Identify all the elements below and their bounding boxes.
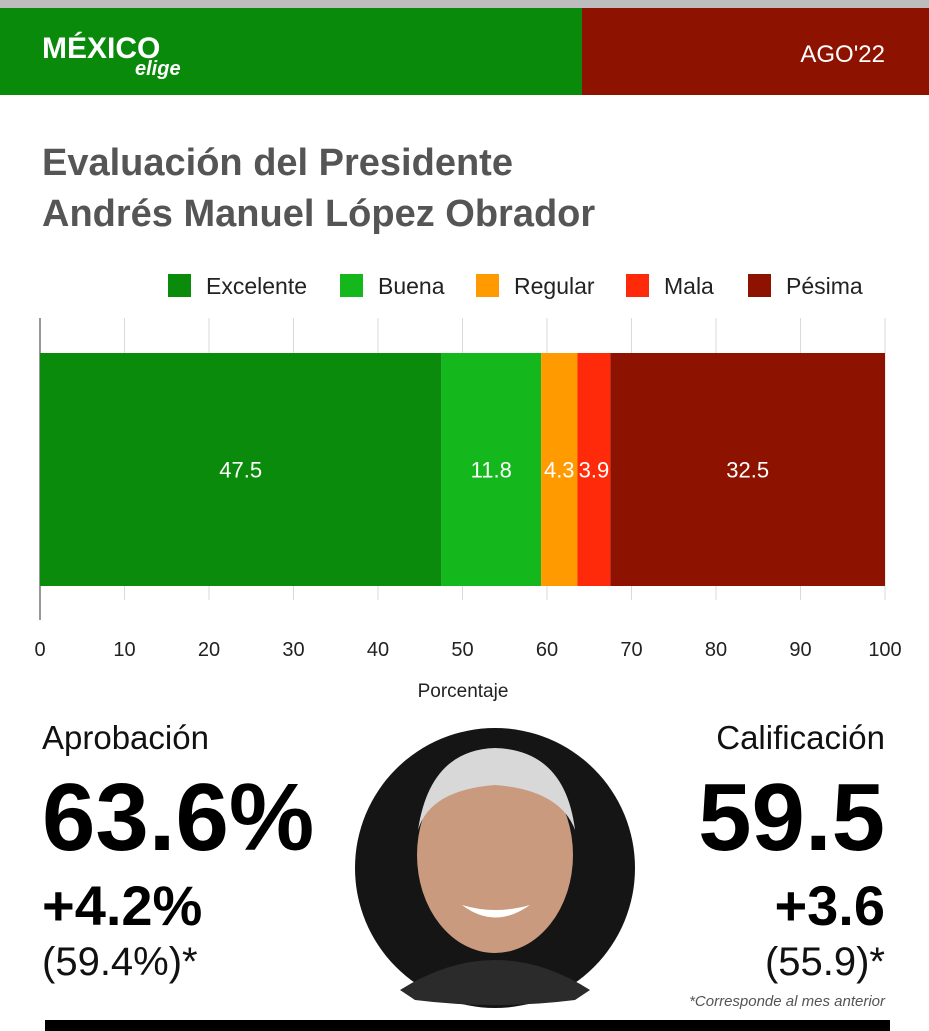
x-tick-label: 40 (367, 639, 389, 661)
x-tick-label: 10 (113, 639, 135, 661)
x-axis-label: Porcentaje (418, 681, 509, 702)
header-green (0, 8, 582, 95)
header-red (582, 8, 929, 95)
x-tick-label: 80 (705, 639, 727, 661)
rating-value: 59.5 (698, 764, 885, 871)
legend-swatch (340, 274, 363, 297)
legend-label: Excelente (206, 273, 307, 299)
rating-change: +3.6 (774, 874, 885, 937)
data-label: 32.5 (726, 458, 769, 483)
bar-segment (541, 353, 578, 586)
data-label: 47.5 (219, 458, 262, 483)
approval-change: +4.2% (42, 874, 202, 937)
portrait-body (400, 960, 590, 1005)
approval-previous: (59.4%)* (42, 940, 198, 984)
footnote: *Corresponde al mes anterior (689, 993, 886, 1010)
bar-segment (40, 353, 442, 586)
x-tick-label: 70 (620, 639, 642, 661)
portrait-face (417, 757, 573, 953)
data-label: 11.8 (471, 458, 512, 483)
legend-swatch (626, 274, 649, 297)
legend-swatch (748, 274, 771, 297)
portrait (355, 728, 635, 1008)
approval-label: Aprobación (42, 719, 209, 756)
legend-swatch (476, 274, 499, 297)
legend-label: Regular (514, 273, 595, 299)
bar-segment (610, 353, 885, 586)
x-tick-label: 0 (34, 639, 45, 661)
rating-previous: (55.9)* (765, 940, 885, 984)
top-strip (0, 0, 929, 8)
bottom-bar (45, 1020, 890, 1031)
portrait-smile (462, 905, 530, 918)
logo: MÉXICO (42, 31, 160, 65)
legend-label: Mala (664, 273, 714, 299)
legend-swatch (168, 274, 191, 297)
data-label: 3.9 (579, 458, 610, 483)
chart-title: Andrés Manuel López Obrador (42, 193, 595, 235)
rating-label: Calificación (716, 719, 885, 756)
date: AGO'22 (800, 41, 885, 68)
x-tick-label: 30 (282, 639, 304, 661)
legend-label: Pésima (786, 273, 863, 299)
portrait-hair (418, 748, 575, 830)
bar-segment (577, 353, 611, 586)
x-tick-label: 50 (451, 639, 473, 661)
bar-segment (441, 353, 542, 586)
data-label: 4.3 (544, 458, 575, 483)
chart-title: Evaluación del Presidente (42, 142, 513, 184)
x-tick-label: 60 (536, 639, 558, 661)
x-tick-label: 100 (868, 639, 901, 661)
logo-sub: elige (135, 58, 181, 80)
x-tick-label: 90 (789, 639, 811, 661)
x-tick-label: 20 (198, 639, 220, 661)
legend-label: Buena (378, 273, 445, 299)
approval-value: 63.6% (42, 764, 314, 871)
